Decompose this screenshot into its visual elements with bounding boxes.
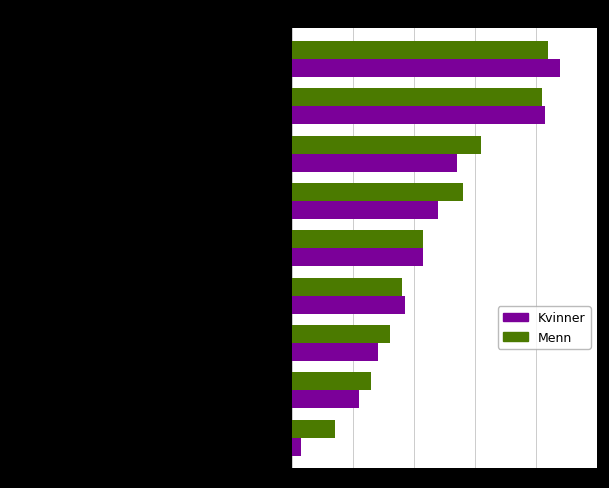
Bar (292, 390, 359, 408)
Bar (292, 154, 457, 172)
Bar (292, 231, 423, 249)
Bar (292, 438, 301, 456)
Bar (292, 202, 438, 220)
Bar (292, 420, 335, 438)
Bar (292, 107, 545, 125)
Bar (292, 296, 405, 314)
Bar (292, 183, 463, 202)
Bar (292, 89, 542, 107)
Bar (292, 137, 481, 154)
Bar (292, 249, 423, 267)
Bar (292, 42, 548, 60)
Legend: Kvinner, Menn: Kvinner, Menn (498, 307, 591, 349)
Bar (292, 373, 371, 390)
Bar (292, 60, 560, 78)
Bar (292, 325, 390, 344)
Bar (292, 278, 402, 296)
Bar (292, 344, 378, 361)
